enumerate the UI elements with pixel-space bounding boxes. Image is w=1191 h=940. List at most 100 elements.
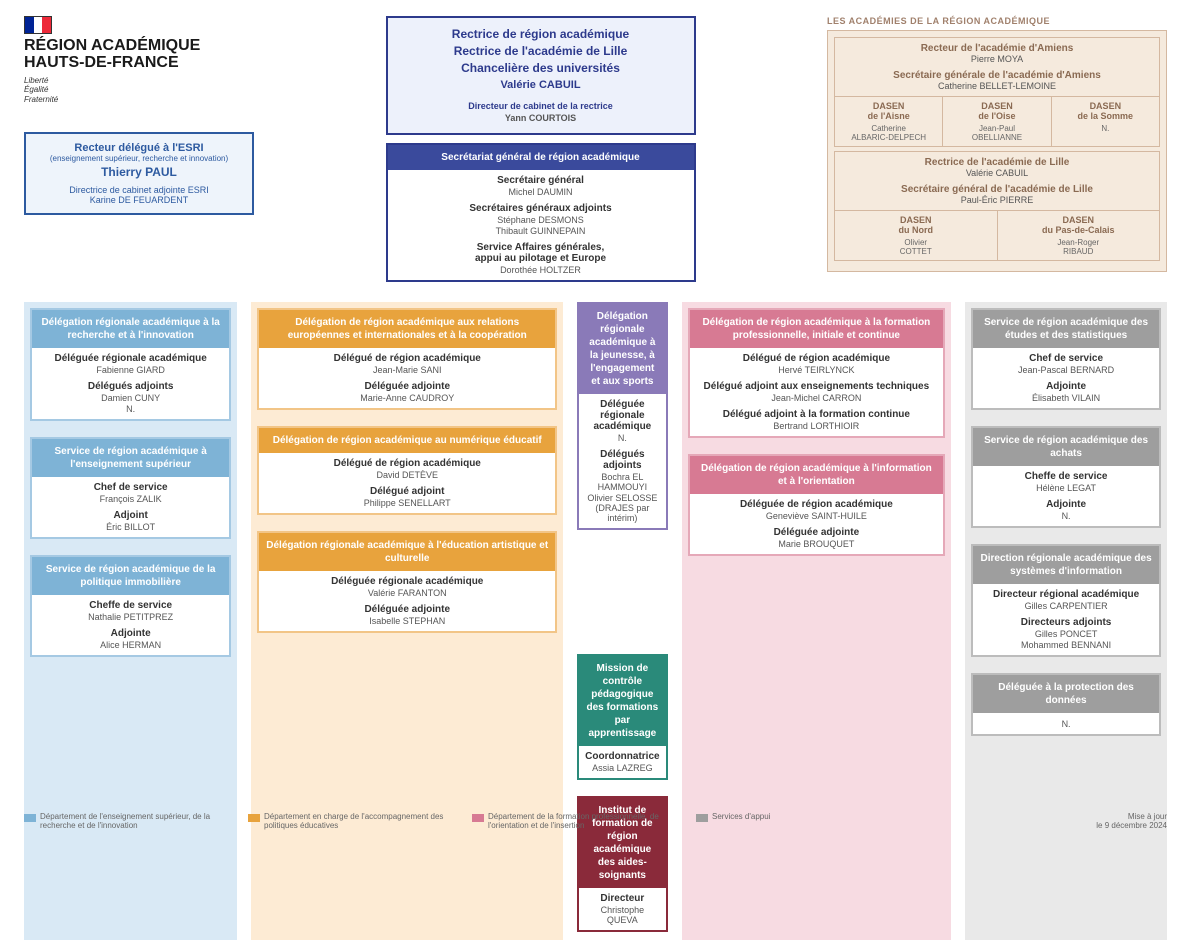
dept-esri-wrap: Délégation régionale académique à la rec… (24, 302, 237, 940)
columns-row: Délégation régionale académique à la rec… (24, 302, 1167, 940)
person-name: Jean-Pascal BERNARD (979, 365, 1153, 375)
col-mid: Délégation régionale académique à la jeu… (577, 302, 667, 940)
role-label: Directeurs adjoints (979, 617, 1153, 628)
acad-amiens: Recteur de l'académie d'Amiens Pierre MO… (834, 37, 1160, 147)
role-label: Déléguée adjointe (265, 604, 549, 615)
legend-esri: Département de l'enseignement supérieur,… (24, 812, 224, 830)
esri-title: Recteur délégué à l'ESRI (34, 142, 244, 154)
brand-motto: Liberté Égalité Fraternité (24, 76, 254, 105)
legend-date: Mise à jour le 9 décembre 2024 (1096, 812, 1167, 830)
amiens-n1: Pierre MOYA (839, 54, 1155, 64)
rectrice-l2: Rectrice de l'académie de Lille (396, 43, 686, 60)
org-box: Délégation de région académique à l'info… (688, 454, 946, 556)
person-name: Mohammed BENNANI (979, 640, 1153, 650)
person-name: Bertrand LORTHIOIR (696, 421, 938, 431)
person-name: François ZALIK (38, 494, 223, 504)
rectrice-l3: Chancelière des universités (396, 60, 686, 77)
org-box-header: Délégation régionale académique à la rec… (32, 310, 229, 348)
role-label: Délégués adjoints (38, 381, 223, 392)
org-box-body: Délégué de région académiqueDavid DETÈVE… (259, 453, 555, 513)
role-label: Déléguée régionale académique (38, 353, 223, 364)
role-label: Déléguée adjointe (696, 527, 938, 538)
sg-r3: Service Affaires générales, (394, 242, 688, 253)
amiens-dasen-row: DASENde l'AisneCatherineALBARIC-DELPECHD… (835, 96, 1159, 146)
person-name: Isabelle STEPHAN (265, 616, 549, 626)
motto-l1: Liberté (24, 76, 254, 86)
person-name: Fabienne GIARD (38, 365, 223, 375)
person-name: David DETÈVE (265, 470, 549, 480)
org-box: Mission de contrôle pédagogique des form… (577, 654, 667, 780)
role-label: Délégué de région académique (265, 458, 549, 469)
org-box: Délégation régionale académique à l'éduc… (257, 531, 557, 633)
org-box: Direction régionale académique des systè… (971, 544, 1161, 657)
brand-block: RÉGION ACADÉMIQUE HAUTS-DE-FRANCE Libert… (24, 16, 254, 104)
role-label: Déléguée adjointe (265, 381, 549, 392)
org-box-body: Déléguée de région académiqueGeneviève S… (690, 494, 944, 554)
rectrice-box: Rectrice de région académique Rectrice d… (386, 16, 696, 135)
top-left: RÉGION ACADÉMIQUE HAUTS-DE-FRANCE Libert… (24, 16, 254, 290)
esri-name2: Karine DE FEUARDENT (34, 195, 244, 205)
org-box-body: Déléguée régionale académiqueFabienne GI… (32, 348, 229, 419)
person-name: Marie-Anne CAUDROY (265, 393, 549, 403)
person-name: Olivier SELOSSE (DRAJES par intérim) (585, 493, 659, 523)
person-name: Valérie FARANTON (265, 588, 549, 598)
legend-edu-label: Département en charge de l'accompagnemen… (264, 812, 448, 830)
role-label: Coordonnatrice (585, 751, 659, 762)
person-name: Gilles CARPENTIER (979, 601, 1153, 611)
person-name: N. (979, 511, 1153, 521)
role-label: Cheffe de service (979, 471, 1153, 482)
person-name: Alice HERMAN (38, 640, 223, 650)
col-svc: Service de région académique des études … (971, 308, 1161, 744)
org-box-header: Service de région académique des études … (973, 310, 1159, 348)
role-label: Adjointe (979, 499, 1153, 510)
org-box: Service de région académique à l'enseign… (30, 437, 231, 539)
org-box-header: Service de région académique de la polit… (32, 557, 229, 595)
org-box-body: Cheffe de serviceNathalie PETITPREZAdjoi… (32, 595, 229, 655)
esri-subtitle: (enseignement supérieur, recherche et in… (34, 154, 244, 163)
role-label: Directeur (585, 893, 659, 904)
person-name: Élisabeth VILAIN (979, 393, 1153, 403)
top-right: LES ACADÉMIES DE LA RÉGION ACADÉMIQUE Re… (827, 16, 1167, 290)
org-box: Délégation de région académique aux rela… (257, 308, 557, 410)
sg-body: Secrétaire général Michel DAUMIN Secréta… (388, 170, 694, 280)
top-grid: RÉGION ACADÉMIQUE HAUTS-DE-FRANCE Libert… (24, 16, 1167, 290)
legend-date-l1: Mise à jour (1096, 812, 1167, 821)
legend-edu: Département en charge de l'accompagnemen… (248, 812, 448, 830)
col-form: Délégation de région académique à la for… (688, 308, 946, 564)
sg-header: Secrétariat général de région académique (388, 145, 694, 170)
sg-r1: Secrétaire général (394, 175, 688, 186)
flag-icon (24, 16, 52, 34)
sg-n3: Dorothée HOLTZER (394, 265, 688, 275)
dasen-cell: DASENdu NordOlivierCOTTET (835, 211, 998, 260)
sg-n2a: Stéphane DESMONS (394, 215, 688, 225)
person-name: Hélène LEGAT (979, 483, 1153, 493)
org-box: Délégation de région académique au numér… (257, 426, 557, 515)
person-name: Geneviève SAINT-HUILE (696, 511, 938, 521)
role-label: Directeur régional académique (979, 589, 1153, 600)
legend-swatch-edu (248, 814, 260, 822)
org-box-body: CoordonnatriceAssia LAZREG (579, 746, 665, 778)
role-label: Délégué adjoint à la formation continue (696, 409, 938, 420)
motto-l2: Égalité (24, 85, 254, 95)
flag-blue (25, 17, 34, 33)
rectrice-header: Rectrice de région académique Rectrice d… (388, 18, 694, 133)
flag-red (42, 17, 51, 33)
rectrice-dc-title: Directeur de cabinet de la rectrice (396, 100, 686, 113)
role-label: Adjointe (38, 628, 223, 639)
person-name: N. (979, 719, 1153, 729)
esri-box: Recteur délégué à l'ESRI (enseignement s… (24, 132, 254, 215)
org-box-body: Déléguée régionale académiqueValérie FAR… (259, 571, 555, 631)
legend-form-label: Département de la formation professionne… (488, 812, 672, 830)
acad-lille: Rectrice de l'académie de Lille Valérie … (834, 151, 1160, 261)
org-box-header: Déléguée à la protection des données (973, 675, 1159, 713)
org-box-header: Délégation de région académique à l'info… (690, 456, 944, 494)
org-box-body: Directeur régional académiqueGilles CARP… (973, 584, 1159, 655)
motto-l3: Fraternité (24, 95, 254, 105)
dasen-cell: DASENdu Pas-de-CalaisJean-RogerRIBAUD (998, 211, 1160, 260)
lille-t2: Secrétaire général de l'académie de Lill… (839, 184, 1155, 195)
role-label: Délégué de région académique (696, 353, 938, 364)
org-box-body: Délégué de région académiqueJean-Marie S… (259, 348, 555, 408)
org-box-body: Délégué de région académiqueHervé TEIRLY… (690, 348, 944, 436)
role-label: Délégué de région académique (265, 353, 549, 364)
sg-r2: Secrétaires généraux adjoints (394, 203, 688, 214)
